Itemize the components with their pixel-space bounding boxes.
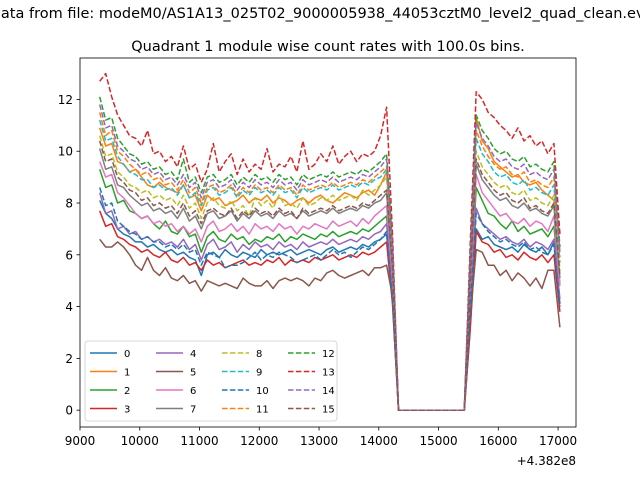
figure-suptitle: Data from file: modeM0/AS1A13_025T02_900… — [0, 6, 640, 28]
legend-label-14: 14 — [322, 386, 335, 397]
x-tick-label-11000: 11000 — [180, 434, 218, 448]
legend-label-15: 15 — [322, 405, 335, 416]
legend-label-9: 9 — [256, 368, 262, 379]
legend-box — [84, 340, 338, 422]
series-lines — [98, 72, 561, 411]
legend-label-3: 3 — [124, 405, 130, 416]
x-tick-label-12000: 12000 — [240, 434, 278, 448]
series-line-12 — [98, 96, 561, 411]
y-tick-label-4: 4 — [65, 300, 73, 314]
series-line-3 — [99, 210, 561, 411]
legend-label-0: 0 — [124, 349, 130, 360]
x-tick-label-9000: 9000 — [65, 434, 96, 448]
legend-label-2: 2 — [124, 386, 130, 397]
series-line-7 — [98, 148, 561, 411]
y-tick-label-12: 12 — [58, 93, 73, 107]
series-line-10 — [98, 187, 561, 411]
legend-label-13: 13 — [322, 368, 335, 379]
x-tick-label-14000: 14000 — [360, 434, 398, 448]
series-line-14 — [98, 104, 561, 411]
y-tick-label-6: 6 — [65, 248, 73, 262]
figure-suptitle-text: Data from file: modeM0/AS1A13_025T02_900… — [0, 6, 640, 22]
series-line-0 — [99, 200, 561, 411]
x-tick-label-17000: 17000 — [539, 434, 577, 448]
legend-label-11: 11 — [256, 405, 269, 416]
series-line-9 — [98, 119, 561, 411]
axes: 9000 10000 11000 12000 13000 14000 15000 16000 1… — [58, 57, 577, 468]
legend-label-7: 7 — [190, 405, 196, 416]
legend-label-8: 8 — [256, 349, 262, 360]
series-line-2 — [98, 169, 561, 411]
x-tick-label-13000: 13000 — [300, 434, 338, 448]
plot-frame — [79, 57, 577, 428]
x-tick-label-15000: 15000 — [419, 434, 457, 448]
series-line-11 — [98, 112, 561, 411]
x-tick-label-16000: 16000 — [479, 434, 517, 448]
legend-label-6: 6 — [190, 386, 196, 397]
series-line-6 — [99, 161, 561, 411]
y-tick-label-0: 0 — [65, 404, 73, 418]
series-line-15 — [98, 140, 561, 411]
y-tick-label-10: 10 — [58, 145, 73, 159]
series-line-13 — [99, 72, 561, 411]
x-offset-label: +4.382e8 — [517, 454, 576, 468]
legend-label-12: 12 — [322, 349, 335, 360]
legend-label-4: 4 — [190, 349, 196, 360]
y-tick-label-8: 8 — [65, 197, 73, 211]
chart-title: Quadrant 1 module wise count rates with … — [131, 39, 525, 55]
y-tick-label-2: 2 — [65, 352, 73, 366]
legend-label-10: 10 — [256, 386, 269, 397]
x-tick-label-10000: 10000 — [121, 434, 159, 448]
series-line-5 — [99, 238, 561, 411]
legend-label-1: 1 — [124, 368, 130, 379]
legend-label-5: 5 — [190, 368, 196, 379]
series-line-1 — [98, 116, 561, 411]
